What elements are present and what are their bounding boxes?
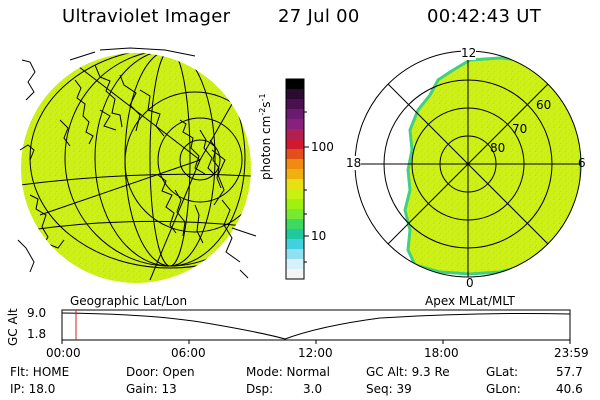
- colorbar-segment: [286, 149, 304, 160]
- colorbar-segment: [286, 89, 304, 100]
- mlt-12-label: 12: [461, 46, 477, 60]
- colorbar: [285, 78, 309, 280]
- mlt-18-label: 18: [346, 156, 362, 170]
- colorbar-segment: [286, 229, 304, 240]
- colorbar-segment: [286, 239, 304, 250]
- glat-value: 57.7: [556, 365, 583, 379]
- colorbar-segment: [286, 199, 304, 210]
- mode-status: Mode: Normal: [246, 365, 330, 379]
- colorbar-segment: [286, 99, 304, 110]
- colorbar-tick-100: 100: [311, 140, 334, 154]
- colorbar-segment: [286, 189, 304, 200]
- gcalt-status: GC Alt: 9.3 Re: [366, 365, 450, 379]
- ip-status: IP: 18.0: [10, 382, 56, 396]
- seq-status: Seq: 39: [366, 382, 412, 396]
- mlat-80-label: 80: [490, 141, 506, 155]
- glon-label: GLon:: [486, 382, 521, 396]
- gain-status: Gain: 13: [126, 382, 177, 396]
- mlat-70-label: 70: [512, 122, 528, 136]
- colorbar-segment: [286, 119, 304, 130]
- colorbar-segment: [286, 209, 304, 220]
- time-label: 00:42:43 UT: [427, 6, 542, 27]
- date-label: 27 Jul 00: [278, 6, 360, 27]
- gc-alt-axis-title: GC Alt: [6, 308, 20, 346]
- x-tick-1200: 12:00: [298, 346, 333, 360]
- colorbar-segment: [286, 249, 304, 260]
- mlt-6-label: 6: [578, 156, 586, 170]
- door-status: Door: Open: [126, 365, 195, 379]
- mlt-0-label: 0: [466, 276, 474, 290]
- alt-ymax-label: 9.0: [27, 306, 47, 320]
- colorbar-segment: [286, 79, 304, 90]
- colorbar-segment: [286, 159, 304, 170]
- earth-disk-image: [17, 47, 257, 283]
- colorbar-segment: [286, 259, 304, 270]
- flight-status: Flt: HOME: [10, 365, 70, 379]
- colorbar-tick-10: 10: [311, 229, 327, 243]
- x-tick-2359: 23:59: [554, 346, 589, 360]
- x-tick-0000: 00:00: [46, 346, 81, 360]
- colorbar-segment: [286, 109, 304, 120]
- instrument-title: Ultraviolet Imager: [62, 6, 231, 27]
- colorbar-segment: [286, 129, 304, 140]
- glat-label: GLat:: [486, 365, 519, 379]
- colorbar-segment: [286, 139, 304, 150]
- colorbar-segment: [286, 219, 304, 230]
- dsp-value: 3.0: [303, 382, 323, 396]
- x-tick-0600: 06:00: [171, 346, 206, 360]
- mlat-60-label: 60: [536, 98, 552, 112]
- dsp-label: Dsp:: [246, 382, 274, 396]
- colorbar-segment: [286, 169, 304, 180]
- glon-value: 40.6: [556, 382, 583, 396]
- x-tick-1800: 18:00: [424, 346, 459, 360]
- colorbar-label: photon cm-2s-1: [258, 93, 273, 180]
- colorbar-segment: [286, 179, 304, 190]
- geographic-label: Geographic Lat/Lon: [70, 294, 188, 308]
- auroral-image-region: [403, 56, 581, 276]
- apex-label: Apex MLat/MLT: [425, 294, 515, 308]
- altitude-plot: [61, 309, 571, 344]
- colorbar-segment: [286, 269, 304, 280]
- polar-mlt-plot: [354, 50, 582, 278]
- alt-ymin-label: 1.8: [27, 327, 47, 341]
